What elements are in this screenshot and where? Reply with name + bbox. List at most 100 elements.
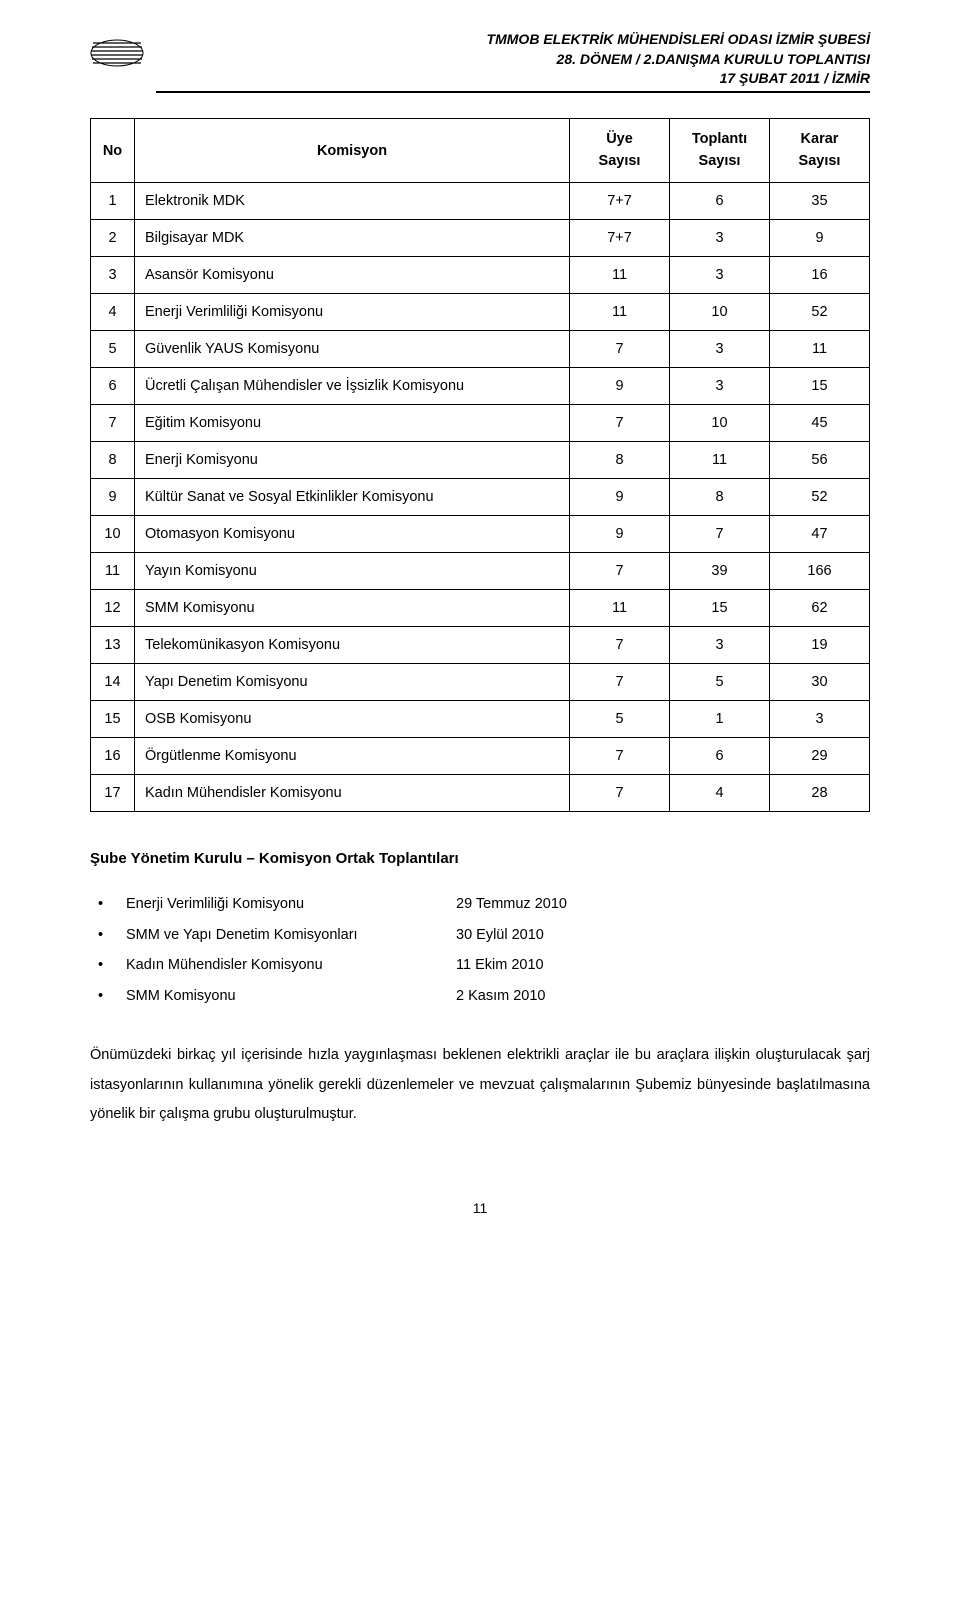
cell-name: OSB Komisyonu bbox=[135, 701, 570, 738]
cell-name: Telekomünikasyon Komisyonu bbox=[135, 627, 570, 664]
cell-c2: 6 bbox=[670, 183, 770, 220]
cell-name: Örgütlenme Komisyonu bbox=[135, 738, 570, 775]
table-row: 3Asansör Komisyonu11316 bbox=[91, 257, 870, 294]
cell-c3: 52 bbox=[770, 479, 870, 516]
list-item: SMM Komisyonu2 Kasım 2010 bbox=[90, 981, 870, 1011]
cell-name: Yapı Denetim Komisyonu bbox=[135, 664, 570, 701]
th-uye: Üye Sayısı bbox=[570, 118, 670, 183]
cell-no: 5 bbox=[91, 331, 135, 368]
cell-c2: 39 bbox=[670, 553, 770, 590]
cell-c1: 7 bbox=[570, 738, 670, 775]
cell-c2: 11 bbox=[670, 442, 770, 479]
cell-c2: 5 bbox=[670, 664, 770, 701]
cell-c1: 9 bbox=[570, 516, 670, 553]
table-row: 15OSB Komisyonu513 bbox=[91, 701, 870, 738]
page-number: 11 bbox=[90, 1200, 870, 1216]
cell-name: Enerji Komisyonu bbox=[135, 442, 570, 479]
cell-c3: 9 bbox=[770, 220, 870, 257]
table-row: 8Enerji Komisyonu81156 bbox=[91, 442, 870, 479]
table-row: 10Otomasyon Komisyonu9747 bbox=[91, 516, 870, 553]
header-line-1: TMMOB ELEKTRİK MÜHENDİSLERİ ODASI İZMİR … bbox=[156, 30, 870, 50]
meeting-name: SMM ve Yapı Denetim Komisyonları bbox=[126, 920, 456, 950]
cell-c1: 11 bbox=[570, 590, 670, 627]
cell-c3: 166 bbox=[770, 553, 870, 590]
meeting-date: 11 Ekim 2010 bbox=[456, 950, 544, 980]
table-row: 16Örgütlenme Komisyonu7629 bbox=[91, 738, 870, 775]
page-header: TMMOB ELEKTRİK MÜHENDİSLERİ ODASI İZMİR … bbox=[90, 30, 870, 93]
cell-name: Otomasyon Komisyonu bbox=[135, 516, 570, 553]
cell-name: Kültür Sanat ve Sosyal Etkinlikler Komis… bbox=[135, 479, 570, 516]
cell-name: Yayın Komisyonu bbox=[135, 553, 570, 590]
cell-c1: 7+7 bbox=[570, 220, 670, 257]
cell-c3: 62 bbox=[770, 590, 870, 627]
cell-c1: 7 bbox=[570, 405, 670, 442]
table-row: 4Enerji Verimliliği Komisyonu111052 bbox=[91, 294, 870, 331]
table-row: 17Kadın Mühendisler Komisyonu7428 bbox=[91, 775, 870, 812]
th-uye-top: Üye bbox=[578, 129, 661, 151]
table-row: 1Elektronik MDK7+7635 bbox=[91, 183, 870, 220]
page: TMMOB ELEKTRİK MÜHENDİSLERİ ODASI İZMİR … bbox=[0, 0, 960, 1256]
cell-c3: 45 bbox=[770, 405, 870, 442]
cell-no: 10 bbox=[91, 516, 135, 553]
cell-c3: 3 bbox=[770, 701, 870, 738]
cell-c1: 11 bbox=[570, 257, 670, 294]
cell-c2: 3 bbox=[670, 220, 770, 257]
cell-c3: 52 bbox=[770, 294, 870, 331]
body-paragraph: Önümüzdeki birkaç yıl içerisinde hızla y… bbox=[90, 1041, 870, 1130]
cell-no: 7 bbox=[91, 405, 135, 442]
cell-no: 2 bbox=[91, 220, 135, 257]
th-toplanti-bot: Sayısı bbox=[678, 151, 761, 173]
cell-name: SMM Komisyonu bbox=[135, 590, 570, 627]
cell-name: Eğitim Komisyonu bbox=[135, 405, 570, 442]
cell-c2: 15 bbox=[670, 590, 770, 627]
cell-c1: 7 bbox=[570, 627, 670, 664]
cell-c2: 6 bbox=[670, 738, 770, 775]
cell-c3: 35 bbox=[770, 183, 870, 220]
cell-c2: 10 bbox=[670, 405, 770, 442]
cell-c1: 7+7 bbox=[570, 183, 670, 220]
cell-c2: 7 bbox=[670, 516, 770, 553]
list-item: Kadın Mühendisler Komisyonu11 Ekim 2010 bbox=[90, 950, 870, 980]
cell-c2: 3 bbox=[670, 627, 770, 664]
list-item: SMM ve Yapı Denetim Komisyonları30 Eylül… bbox=[90, 920, 870, 950]
cell-no: 13 bbox=[91, 627, 135, 664]
cell-name: Ücretli Çalışan Mühendisler ve İşsizlik … bbox=[135, 368, 570, 405]
cell-c3: 16 bbox=[770, 257, 870, 294]
th-karar-top: Karar bbox=[778, 129, 861, 151]
section-title: Şube Yönetim Kurulu – Komisyon Ortak Top… bbox=[90, 850, 870, 867]
cell-c2: 3 bbox=[670, 331, 770, 368]
cell-no: 8 bbox=[91, 442, 135, 479]
cell-name: Elektronik MDK bbox=[135, 183, 570, 220]
th-toplanti: Toplantı Sayısı bbox=[670, 118, 770, 183]
table-row: 13Telekomünikasyon Komisyonu7319 bbox=[91, 627, 870, 664]
meetings-list: Enerji Verimliliği Komisyonu29 Temmuz 20… bbox=[90, 889, 870, 1011]
table-row: 6Ücretli Çalışan Mühendisler ve İşsizlik… bbox=[91, 368, 870, 405]
table-row: 9Kültür Sanat ve Sosyal Etkinlikler Komi… bbox=[91, 479, 870, 516]
cell-c3: 11 bbox=[770, 331, 870, 368]
table-row: 7Eğitim Komisyonu71045 bbox=[91, 405, 870, 442]
emo-logo bbox=[90, 30, 144, 76]
cell-no: 9 bbox=[91, 479, 135, 516]
header-text-block: TMMOB ELEKTRİK MÜHENDİSLERİ ODASI İZMİR … bbox=[156, 30, 870, 93]
cell-c2: 4 bbox=[670, 775, 770, 812]
cell-c3: 19 bbox=[770, 627, 870, 664]
cell-c3: 29 bbox=[770, 738, 870, 775]
cell-c1: 7 bbox=[570, 331, 670, 368]
cell-name: Enerji Verimliliği Komisyonu bbox=[135, 294, 570, 331]
cell-c2: 3 bbox=[670, 257, 770, 294]
cell-no: 15 bbox=[91, 701, 135, 738]
table-row: 14Yapı Denetim Komisyonu7530 bbox=[91, 664, 870, 701]
cell-no: 6 bbox=[91, 368, 135, 405]
cell-c3: 28 bbox=[770, 775, 870, 812]
header-underline bbox=[156, 91, 870, 93]
cell-name: Asansör Komisyonu bbox=[135, 257, 570, 294]
th-no: No bbox=[91, 118, 135, 183]
header-line-3: 17 ŞUBAT 2011 / İZMİR bbox=[156, 69, 870, 89]
cell-c2: 3 bbox=[670, 368, 770, 405]
cell-c3: 56 bbox=[770, 442, 870, 479]
table-row: 12SMM Komisyonu111562 bbox=[91, 590, 870, 627]
meeting-date: 29 Temmuz 2010 bbox=[456, 889, 567, 919]
cell-no: 4 bbox=[91, 294, 135, 331]
cell-no: 16 bbox=[91, 738, 135, 775]
cell-c1: 11 bbox=[570, 294, 670, 331]
